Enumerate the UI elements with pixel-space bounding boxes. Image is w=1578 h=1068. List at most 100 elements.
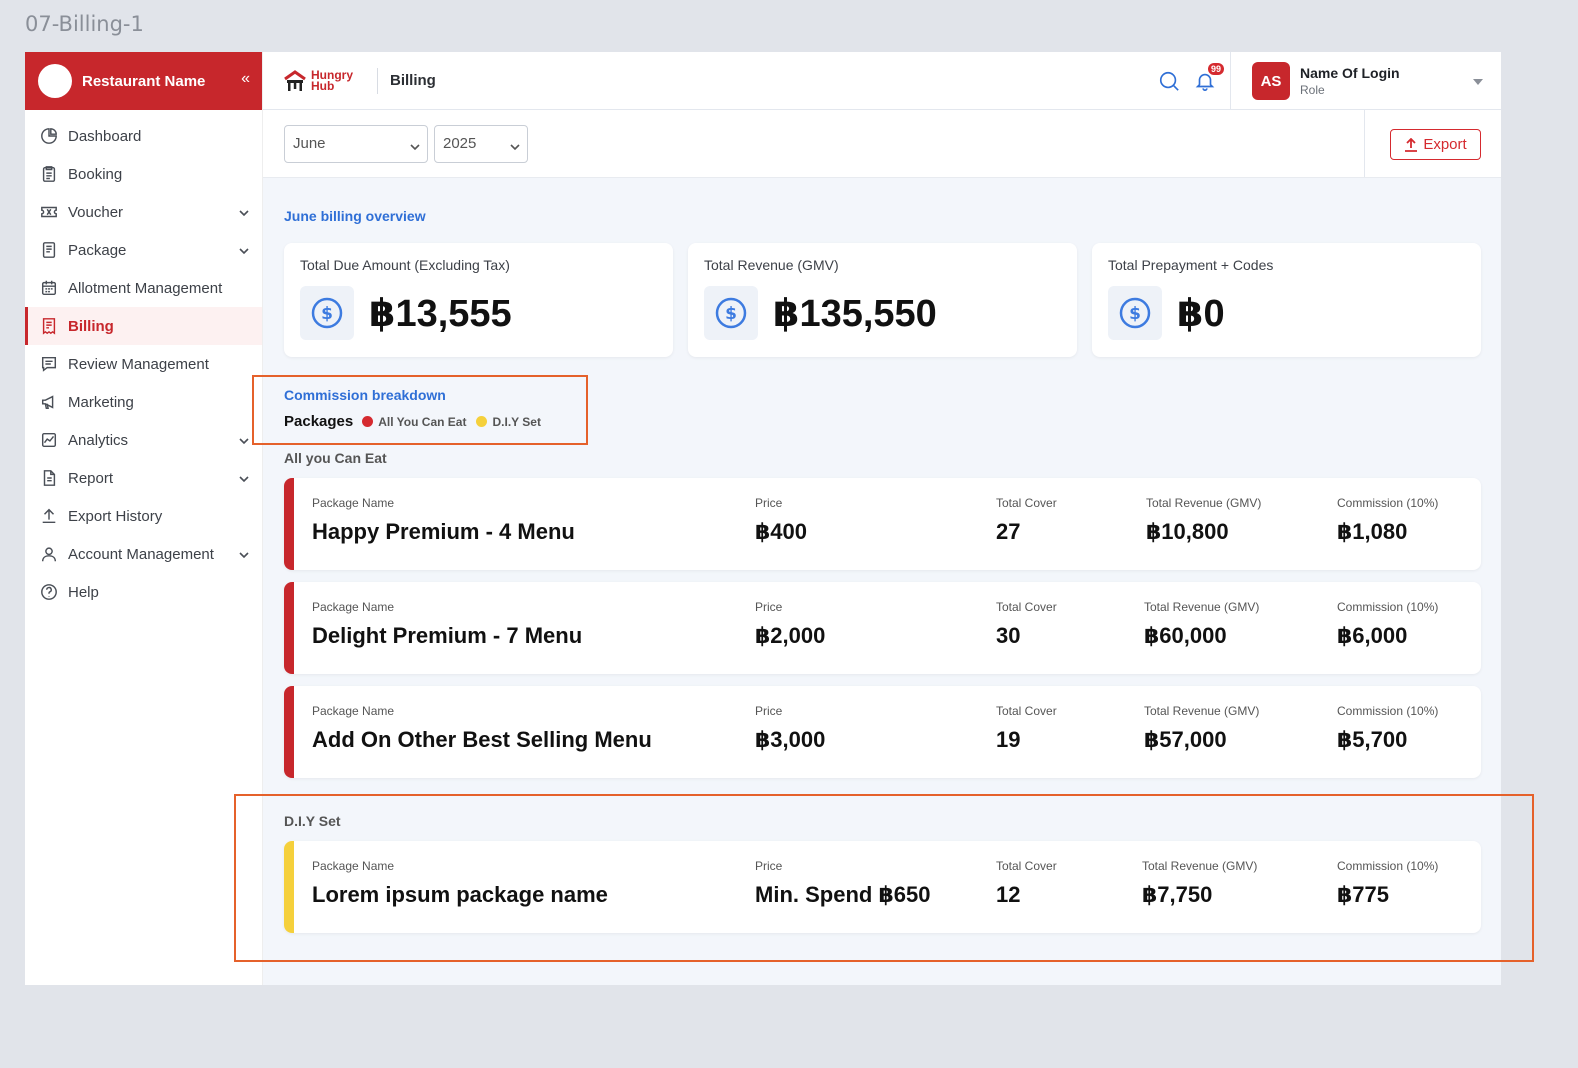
brand-line-2: Hub — [311, 78, 335, 93]
overview-cards: Total Due Amount (Excluding Tax) $ ฿13,5… — [284, 243, 1481, 357]
chevron-down-icon[interactable] — [238, 206, 250, 223]
frame-label: 07-Billing-1 — [25, 12, 144, 36]
col-header: Total Cover — [996, 496, 1057, 510]
year-select[interactable]: 2025 — [434, 124, 528, 163]
restaurant-name: Restaurant Name — [82, 72, 206, 90]
month-select-value: June — [293, 135, 326, 152]
col-header: Commission (10%) — [1337, 859, 1439, 873]
user-name: Name Of Login — [1300, 65, 1400, 81]
main-area: Hungry Hub Billing 99 AS Name Of Login R… — [263, 52, 1501, 985]
legend-label: D.I.Y Set — [492, 414, 541, 429]
dollar-coin-icon: $ — [1108, 286, 1162, 340]
sidebar-item-marketing[interactable]: Marketing — [25, 383, 262, 421]
col-header: Package Name — [312, 496, 395, 510]
col-header: Package Name — [312, 859, 395, 873]
package-cover: 19 — [996, 727, 1021, 752]
sidebar-item-report[interactable]: Report — [25, 459, 262, 497]
collapse-sidebar-icon[interactable]: « — [241, 70, 250, 87]
package-commission: ฿1,080 — [1337, 519, 1408, 544]
stat-card-total-prepayment: Total Prepayment + Codes $ ฿0 — [1092, 243, 1481, 357]
col-header: Total Revenue (GMV) — [1144, 704, 1260, 718]
app-window: Restaurant Name « Dashboard Booking Vouc… — [25, 52, 1501, 985]
col-header: Package Name — [312, 600, 395, 614]
user-menu[interactable]: AS Name Of Login Role — [1230, 52, 1501, 110]
category-stripe — [284, 841, 294, 933]
caret-down-icon[interactable] — [1473, 79, 1483, 85]
sidebar-item-label: Dashboard — [68, 127, 142, 145]
sidebar-item-package[interactable]: Package — [25, 231, 262, 269]
chevron-down-icon[interactable] — [238, 244, 250, 261]
svg-text:$: $ — [725, 304, 737, 324]
col-header: Total Cover — [996, 600, 1057, 614]
filter-bar: June 2025 Export — [263, 110, 1501, 178]
booking-icon — [39, 164, 59, 184]
sidebar-item-label: Allotment Management — [68, 279, 223, 297]
col-header: Commission (10%) — [1337, 704, 1439, 718]
sidebar: Restaurant Name « Dashboard Booking Vouc… — [25, 52, 263, 985]
group-title-diy-set: D.I.Y Set — [284, 813, 341, 829]
dollar-coin-icon: $ — [704, 286, 758, 340]
chevron-down-icon — [410, 139, 420, 156]
category-stripe — [284, 686, 294, 778]
sidebar-item-allotment-management[interactable]: Allotment Management — [25, 269, 262, 307]
sidebar-item-review-management[interactable]: Review Management — [25, 345, 262, 383]
package-price: ฿3,000 — [755, 727, 826, 752]
col-header: Total Cover — [996, 859, 1057, 873]
header-divider — [377, 67, 378, 94]
sidebar-item-voucher[interactable]: Voucher — [25, 193, 262, 231]
stat-value: ฿13,555 — [369, 292, 512, 335]
sidebar-item-booking[interactable]: Booking — [25, 155, 262, 193]
package-cover: 27 — [996, 519, 1021, 544]
dollar-coin-icon: $ — [300, 286, 354, 340]
sidebar-item-help[interactable]: Help — [25, 573, 262, 611]
sidebar-item-label: Report — [68, 469, 114, 487]
export-button-label: Export — [1423, 136, 1467, 153]
sidebar-item-dashboard[interactable]: Dashboard — [25, 117, 262, 155]
package-card: Package Name Add On Other Best Selling Me… — [284, 686, 1481, 778]
chevron-down-icon[interactable] — [238, 434, 250, 451]
chevron-down-icon[interactable] — [238, 548, 250, 565]
sidebar-item-analytics[interactable]: Analytics — [25, 421, 262, 459]
analytics-icon — [39, 430, 59, 450]
chevron-down-icon — [510, 139, 520, 156]
sidebar-item-billing[interactable]: Billing — [25, 307, 262, 345]
header-actions: 99 — [1158, 63, 1224, 97]
package-icon — [39, 240, 59, 260]
review-icon — [39, 354, 59, 374]
package-name: Lorem ipsum package name — [312, 882, 608, 907]
svg-text:$: $ — [1129, 304, 1141, 324]
package-name: Add On Other Best Selling Menu — [312, 727, 652, 752]
stat-label: Total Revenue (GMV) — [704, 257, 839, 273]
search-icon[interactable] — [1158, 70, 1180, 97]
package-cover: 30 — [996, 623, 1021, 648]
legend-dot — [476, 416, 488, 427]
sidebar-item-export-history[interactable]: Export History — [25, 497, 262, 535]
group-title-all-you-can-eat: All you Can Eat — [284, 450, 387, 466]
package-card: Package Name Happy Premium - 4 Menu Price… — [284, 478, 1481, 570]
notification-badge: 99 — [1207, 63, 1224, 75]
overview-title: June billing overview — [284, 208, 426, 224]
sidebar-item-label: Voucher — [68, 203, 124, 221]
sidebar-item-account-management[interactable]: Account Management — [25, 535, 262, 573]
col-header: Total Cover — [996, 704, 1057, 718]
package-cover: 12 — [996, 882, 1021, 907]
col-header: Total Revenue (GMV) — [1146, 496, 1262, 510]
category-stripe — [284, 582, 294, 674]
sidebar-nav: Dashboard Booking Voucher Package Allotm… — [25, 110, 262, 611]
chevron-down-icon[interactable] — [238, 472, 250, 489]
user-icon — [39, 544, 59, 564]
upload-icon — [1405, 137, 1418, 152]
brand-logo-text: Hungry Hub — [311, 69, 365, 93]
top-bar: Hungry Hub Billing 99 AS Name Of Login R… — [263, 52, 1501, 110]
month-select[interactable]: June — [284, 124, 428, 163]
package-price: ฿400 — [755, 519, 808, 544]
megaphone-icon — [39, 392, 59, 412]
sidebar-item-label: Review Management — [68, 355, 209, 373]
stat-value: ฿0 — [1177, 292, 1225, 335]
category-stripe — [284, 478, 294, 570]
notification-bell-icon[interactable]: 99 — [1194, 63, 1224, 97]
stat-label: Total Prepayment + Codes — [1108, 257, 1274, 273]
export-button[interactable]: Export — [1390, 129, 1481, 160]
filter-divider — [1364, 110, 1365, 177]
legend-item-diy-set: D.I.Y Set — [476, 414, 541, 429]
